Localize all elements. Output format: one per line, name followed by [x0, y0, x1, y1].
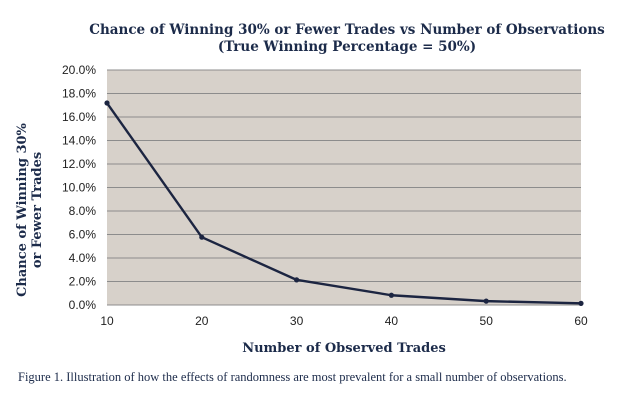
- y-tick-label: 2.0%: [69, 275, 97, 289]
- x-tick-label: 20: [195, 314, 209, 328]
- x-axis-title: Number of Observed Trades: [242, 341, 446, 356]
- x-tick-label: 60: [574, 314, 588, 328]
- data-point: [388, 292, 394, 298]
- y-axis-title: Chance of Winning 30% or Fewer Trades: [15, 122, 45, 296]
- data-point: [578, 300, 584, 306]
- y-axis-ticks: 0.0% 2.0% 4.0% 6.0% 8.0% 10.0% 12.0% 14.0% 16.0%…: [62, 63, 96, 312]
- data-point: [104, 100, 110, 106]
- data-point: [483, 298, 489, 304]
- data-point: [294, 277, 300, 283]
- y-axis-title-line-1: Chance of Winning 30%: [15, 122, 30, 296]
- chart-subtitle: (True Winning Percentage = 50%): [218, 39, 476, 55]
- y-tick-label: 16.0%: [62, 110, 96, 124]
- chart-title: Chance of Winning 30% or Fewer Trades vs…: [89, 22, 605, 38]
- figure-caption: Figure 1. Illustration of how the effect…: [18, 370, 567, 384]
- y-tick-label: 4.0%: [69, 251, 97, 265]
- x-tick-label: 50: [480, 314, 494, 328]
- y-tick-label: 14.0%: [62, 134, 96, 148]
- y-tick-label: 6.0%: [69, 228, 97, 242]
- y-tick-label: 10.0%: [62, 181, 96, 195]
- series-line: [106, 102, 582, 305]
- grid-lines: [107, 69, 581, 306]
- x-tick-label: 30: [290, 314, 304, 328]
- y-tick-label: 0.0%: [69, 298, 97, 312]
- series-group: [104, 100, 584, 306]
- x-axis-ticks: 10 20 30 40 50 60: [100, 314, 588, 328]
- y-axis-title-line-2: or Fewer Trades: [30, 152, 45, 268]
- x-tick-label: 40: [385, 314, 399, 328]
- data-point: [199, 234, 205, 240]
- x-tick-label: 10: [100, 314, 114, 328]
- y-tick-label: 18.0%: [62, 87, 96, 101]
- y-tick-label: 8.0%: [69, 204, 97, 218]
- y-tick-label: 12.0%: [62, 157, 96, 171]
- y-tick-label: 20.0%: [62, 63, 96, 77]
